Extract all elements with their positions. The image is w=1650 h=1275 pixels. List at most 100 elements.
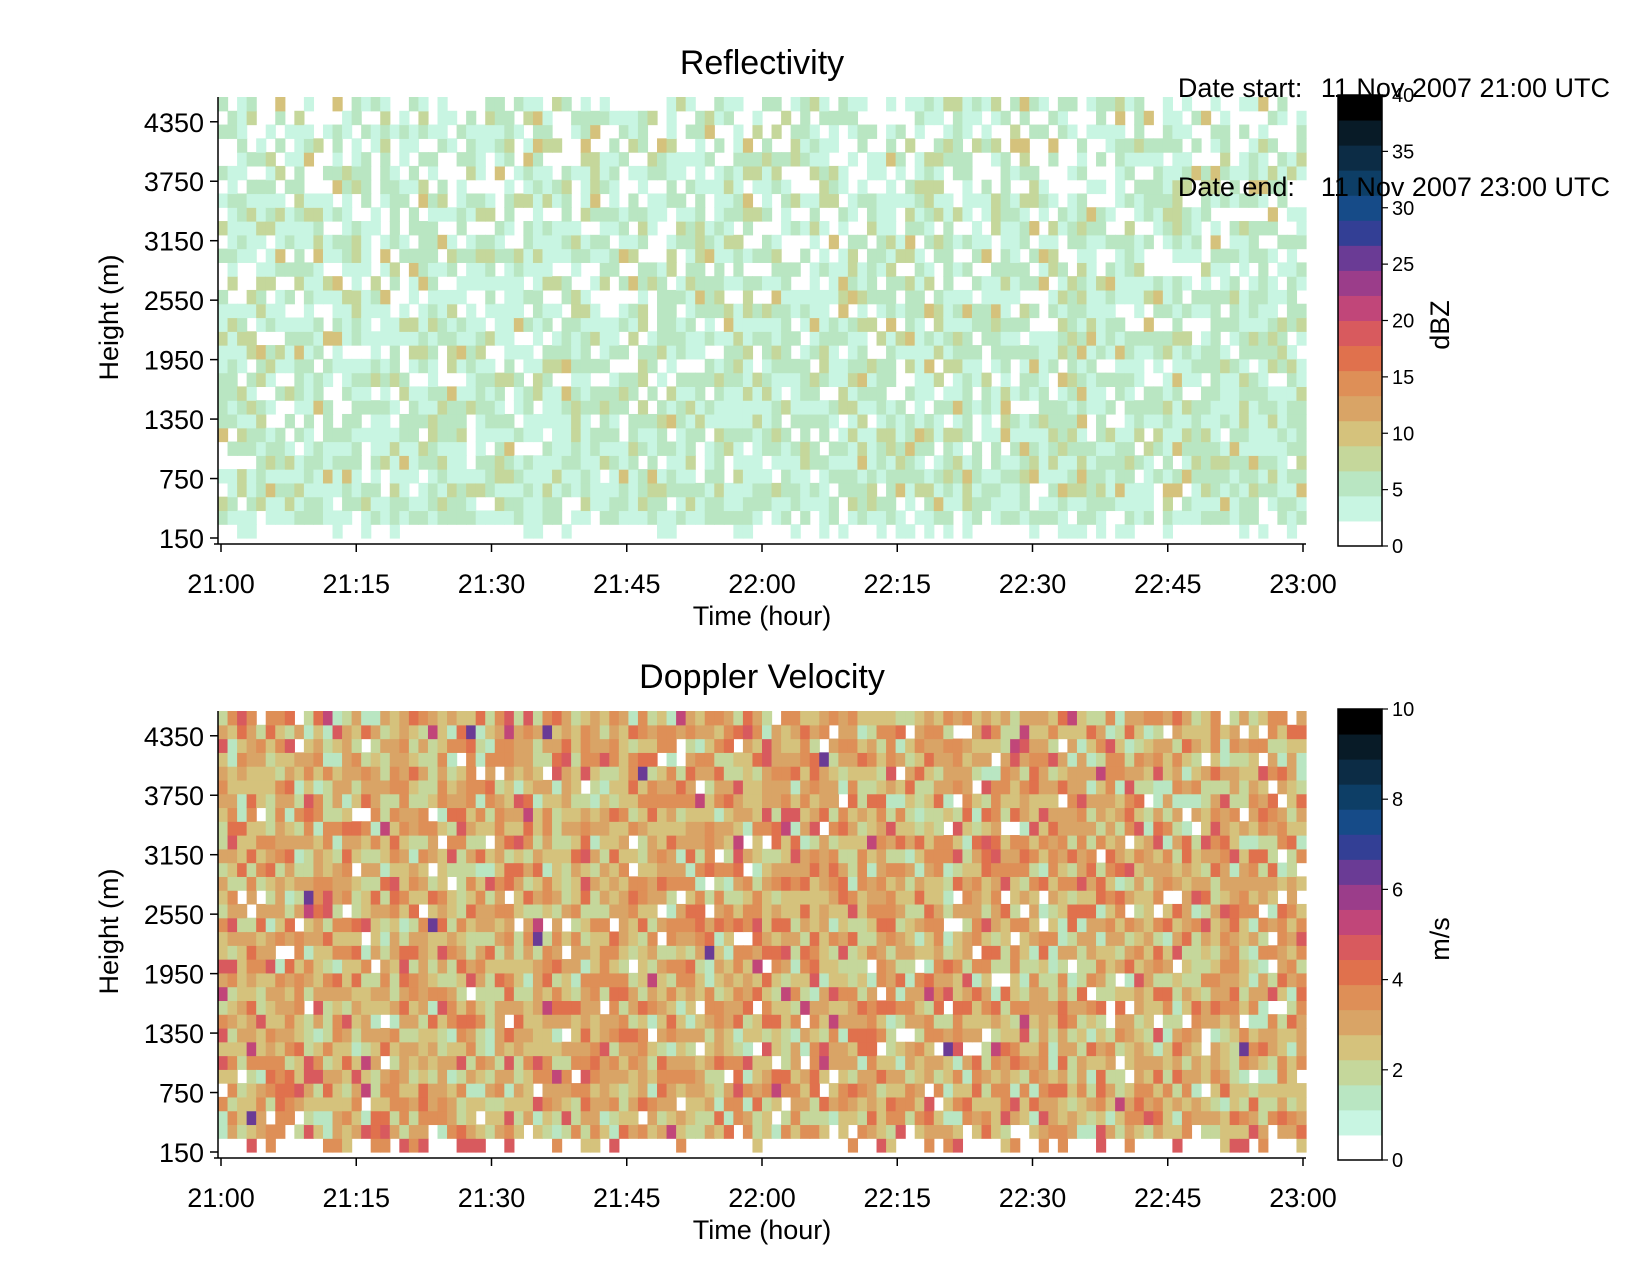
heatmap-cell	[542, 821, 553, 836]
heatmap-cell	[427, 165, 439, 181]
heatmap-cell	[580, 110, 591, 126]
heatmap-cell	[991, 97, 1002, 112]
heatmap-cell	[695, 931, 706, 946]
heatmap-cell	[437, 959, 448, 974]
heatmap-cell	[504, 248, 515, 263]
heatmap-cell	[924, 152, 935, 167]
heatmap-cell	[637, 1096, 649, 1112]
heatmap-cell	[666, 890, 677, 905]
heatmap-cell	[399, 1014, 410, 1029]
heatmap-cell	[618, 724, 629, 740]
heatmap-cell	[895, 848, 906, 864]
heatmap-cell	[552, 441, 563, 456]
heatmap-cell	[552, 876, 563, 891]
heatmap-cell	[809, 372, 820, 388]
heatmap-cell	[771, 793, 782, 809]
heatmap-cell	[905, 793, 916, 809]
colorbar-swatch	[1338, 320, 1382, 347]
heatmap-cell	[628, 986, 639, 1002]
heatmap-cell	[1134, 400, 1145, 415]
heatmap-cell	[952, 303, 964, 319]
heatmap-cell	[933, 482, 944, 498]
heatmap-cell	[494, 1110, 505, 1126]
heatmap-cell	[332, 165, 343, 181]
heatmap-cell	[552, 821, 563, 836]
heatmap-cell	[1115, 138, 1126, 153]
heatmap-cell	[571, 986, 582, 1002]
heatmap-cell	[762, 469, 773, 484]
heatmap-cell	[895, 413, 906, 429]
heatmap-cell	[561, 1055, 572, 1070]
heatmap-cell	[819, 372, 830, 388]
heatmap-cell	[332, 752, 343, 767]
heatmap-cell	[838, 303, 849, 319]
heatmap-cell	[609, 848, 620, 864]
heatmap-cell	[332, 986, 343, 1002]
heatmap-cell	[752, 207, 763, 222]
heatmap-cell	[733, 711, 744, 726]
heatmap-cell	[1000, 262, 1011, 277]
heatmap-cell	[342, 862, 353, 877]
heatmap-cell	[657, 1055, 668, 1070]
heatmap-cell	[504, 807, 515, 822]
heatmap-cell	[1143, 193, 1154, 208]
heatmap-cell	[1258, 345, 1269, 360]
heatmap-cell	[399, 303, 410, 319]
heatmap-cell	[389, 482, 400, 498]
heatmap-cell	[1153, 221, 1164, 236]
heatmap-cell	[1277, 455, 1288, 470]
heatmap-cell	[580, 1110, 591, 1126]
heatmap-cell	[637, 835, 649, 850]
heatmap-cell	[1019, 221, 1030, 236]
heatmap-cell	[819, 752, 830, 767]
heatmap-cell	[313, 848, 324, 864]
heatmap-cell	[1019, 469, 1030, 484]
heatmap-cell	[847, 917, 859, 933]
heatmap-cell	[647, 1083, 658, 1098]
heatmap-cell	[1220, 413, 1231, 429]
heatmap-cell	[246, 752, 257, 767]
heatmap-cell	[666, 317, 677, 332]
heatmap-cell	[876, 207, 887, 222]
heatmap-cell	[876, 1083, 887, 1098]
heatmap-cell	[647, 1110, 658, 1126]
heatmap-cell	[237, 97, 248, 112]
heatmap-cell	[552, 972, 563, 988]
heatmap-cell	[246, 1124, 257, 1139]
heatmap-cell	[227, 345, 238, 360]
heatmap-cell	[542, 303, 553, 319]
heatmap-cell	[332, 455, 343, 470]
heatmap-cell	[1162, 510, 1173, 525]
heatmap-cell	[781, 152, 792, 167]
heatmap-cell	[351, 234, 362, 250]
heatmap-cell	[275, 358, 286, 374]
heatmap-cell	[1134, 179, 1145, 195]
heatmap-cell	[637, 793, 649, 809]
heatmap-cell	[447, 1014, 458, 1029]
heatmap-cell	[914, 303, 925, 319]
heatmap-cell	[599, 862, 610, 877]
heatmap-cell	[742, 427, 754, 443]
heatmap-cell	[361, 752, 372, 767]
heatmap-cell	[427, 848, 439, 864]
heatmap-cell	[504, 510, 515, 525]
heatmap-cell	[752, 124, 763, 139]
heatmap-cell	[561, 482, 572, 498]
heatmap-cell	[351, 1110, 362, 1126]
heatmap-cell	[1181, 165, 1193, 181]
heatmap-cell	[847, 972, 859, 988]
heatmap-cell	[991, 221, 1002, 236]
heatmap-cell	[485, 400, 496, 415]
heatmap-cell	[704, 890, 715, 905]
heatmap-cell	[361, 793, 372, 809]
heatmap-cell	[991, 289, 1002, 305]
heatmap-cell	[227, 179, 238, 195]
heatmap-cell	[322, 1014, 334, 1029]
heatmap-cell	[676, 848, 687, 864]
heatmap-cell	[714, 482, 725, 498]
heatmap-cell	[666, 945, 677, 960]
heatmap-cell	[532, 234, 544, 250]
heatmap-cell	[1124, 331, 1135, 346]
heatmap-cell	[905, 959, 916, 974]
heatmap-cell	[485, 821, 496, 836]
